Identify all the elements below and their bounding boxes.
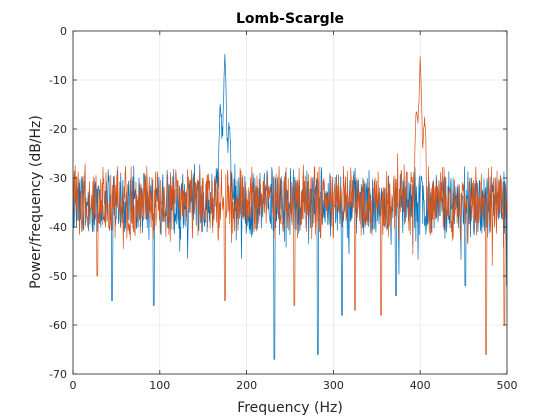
tick-marks <box>72 30 508 375</box>
y-tick-label: -30 <box>49 172 67 185</box>
y-tick-label: -60 <box>49 319 67 332</box>
y-axis-label: Power/frequency (dB/Hz) <box>28 115 44 289</box>
x-axis-label: Frequency (Hz) <box>237 400 343 416</box>
y-tick-label: 0 <box>60 25 67 38</box>
y-tick-label: -40 <box>49 221 67 234</box>
x-tick-label: 400 <box>410 379 431 392</box>
plot-frame <box>72 30 508 375</box>
y-tick-label: -20 <box>49 123 67 136</box>
y-tick-label: -50 <box>49 270 67 283</box>
series-line-2 <box>72 56 508 355</box>
x-tick-label: 200 <box>236 379 257 392</box>
tick-labels: 0 100 200 300 400 500 0 -10 -20 -30 -40 -50 -60 -70 <box>49 25 517 392</box>
x-tick-label: 500 <box>497 379 518 392</box>
chart-title: Lomb-Scargle <box>236 11 344 27</box>
x-tick-label: 0 <box>70 379 77 392</box>
x-tick-label: 300 <box>323 379 344 392</box>
series-layer <box>72 53 508 360</box>
y-tick-label: -70 <box>49 368 67 381</box>
y-tick-label: -10 <box>49 74 67 87</box>
x-tick-label: 100 <box>149 379 170 392</box>
